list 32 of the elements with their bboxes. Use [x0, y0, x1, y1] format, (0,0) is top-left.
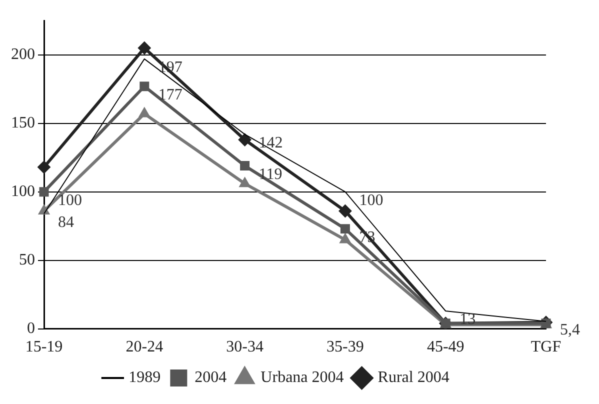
data-label: 100	[58, 192, 82, 210]
legend-label: 1989	[128, 369, 161, 386]
data-label: 142	[258, 134, 283, 152]
point	[338, 204, 352, 218]
point	[138, 107, 150, 118]
data-label: 100	[359, 192, 384, 210]
data-label: 119	[258, 166, 282, 183]
legend-label: Urbana 2004	[260, 369, 344, 386]
x-tick-label: 20-24	[126, 338, 164, 356]
x-tick-label: 45-49	[426, 338, 464, 356]
y-tick-label: 150	[11, 114, 35, 132]
point	[340, 233, 351, 244]
point	[38, 160, 50, 174]
x-tick-label: 30-34	[226, 338, 264, 356]
point	[239, 177, 250, 188]
legend-label: 2004	[194, 369, 227, 386]
data-label: 84	[58, 214, 74, 231]
y-tick-label: 100	[11, 183, 35, 200]
y-tick-label: 200	[11, 46, 35, 64]
point	[240, 161, 250, 171]
point	[138, 41, 151, 54]
x-tick-label: TGF	[530, 338, 562, 356]
point	[140, 82, 150, 92]
y-tick-label: 50	[19, 252, 35, 269]
y-tick-label: 0	[27, 320, 35, 338]
data-label: 177	[158, 86, 182, 104]
point	[340, 224, 350, 234]
x-tick-label: 35-39	[326, 338, 364, 356]
data-label: 5,4	[560, 322, 580, 339]
legend-label: Rural 2004	[378, 369, 450, 386]
point	[238, 133, 252, 146]
x-tick-label: 15-19	[25, 338, 63, 356]
